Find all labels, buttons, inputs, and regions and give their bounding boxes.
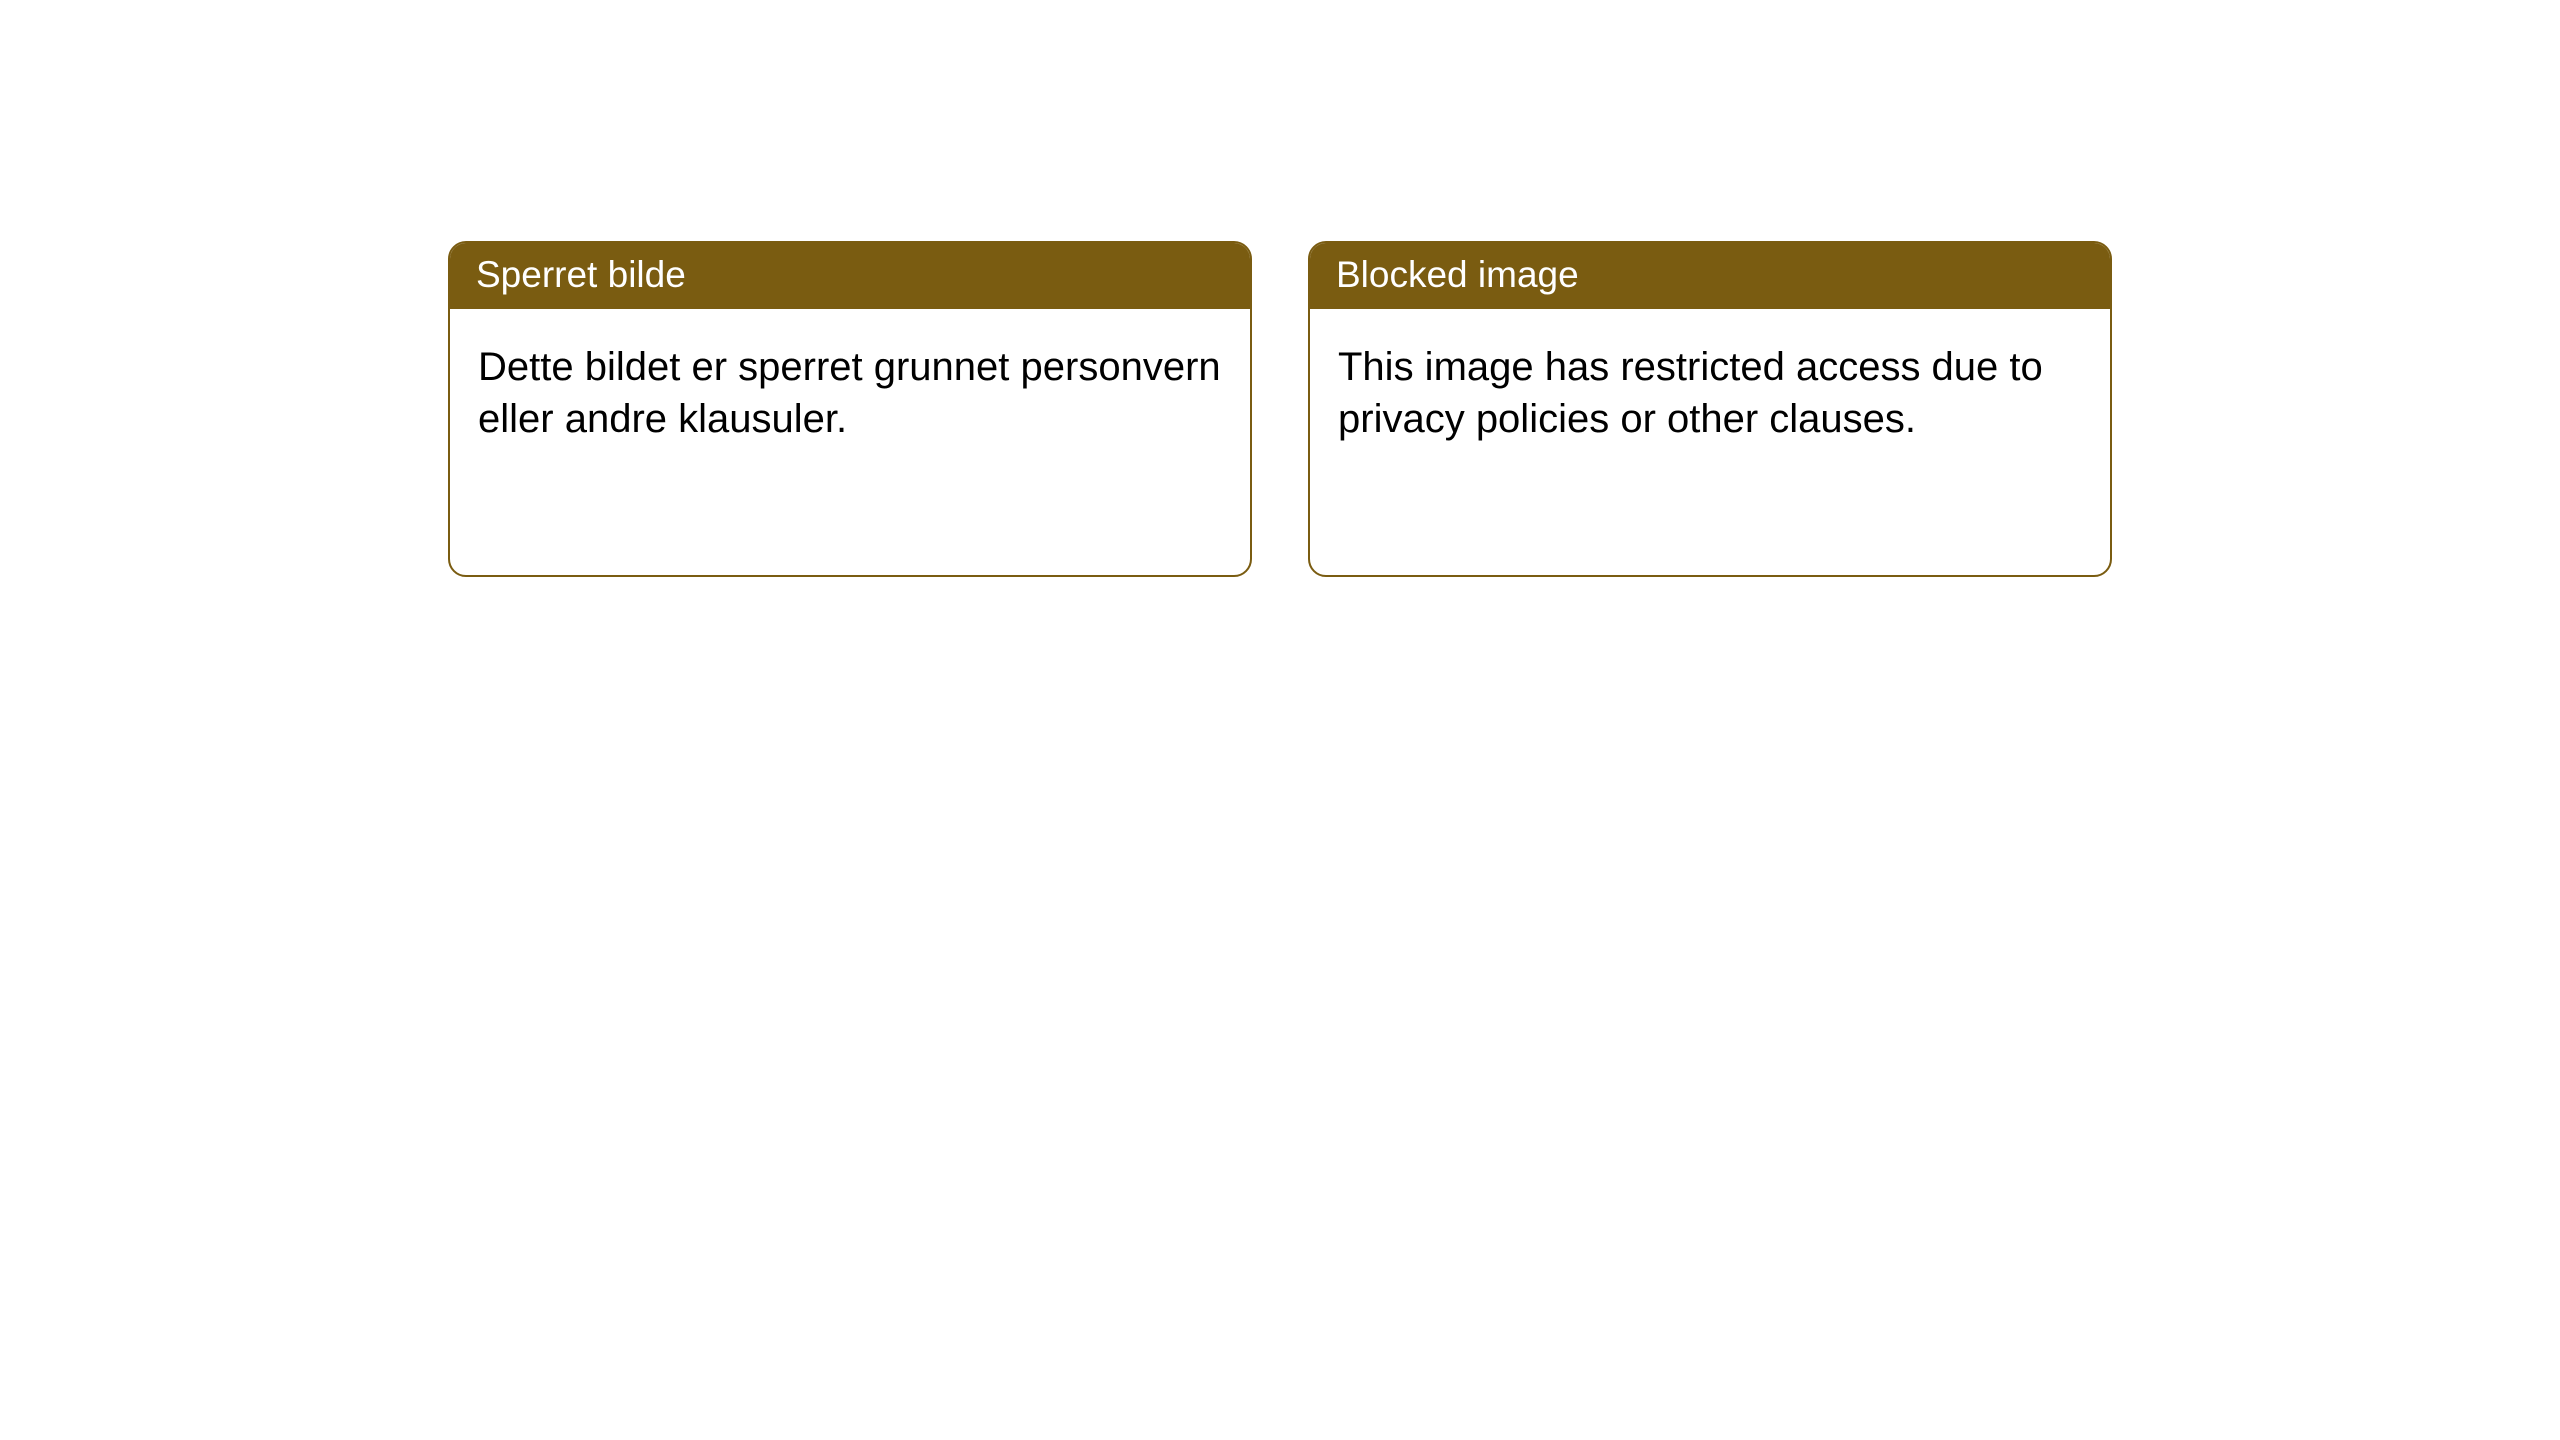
notice-header: Sperret bilde <box>450 243 1250 309</box>
notice-body: Dette bildet er sperret grunnet personve… <box>450 309 1250 477</box>
notice-body: This image has restricted access due to … <box>1310 309 2110 477</box>
notice-container: Sperret bilde Dette bildet er sperret gr… <box>0 0 2560 577</box>
notice-card-norwegian: Sperret bilde Dette bildet er sperret gr… <box>448 241 1252 577</box>
notice-header: Blocked image <box>1310 243 2110 309</box>
notice-card-english: Blocked image This image has restricted … <box>1308 241 2112 577</box>
